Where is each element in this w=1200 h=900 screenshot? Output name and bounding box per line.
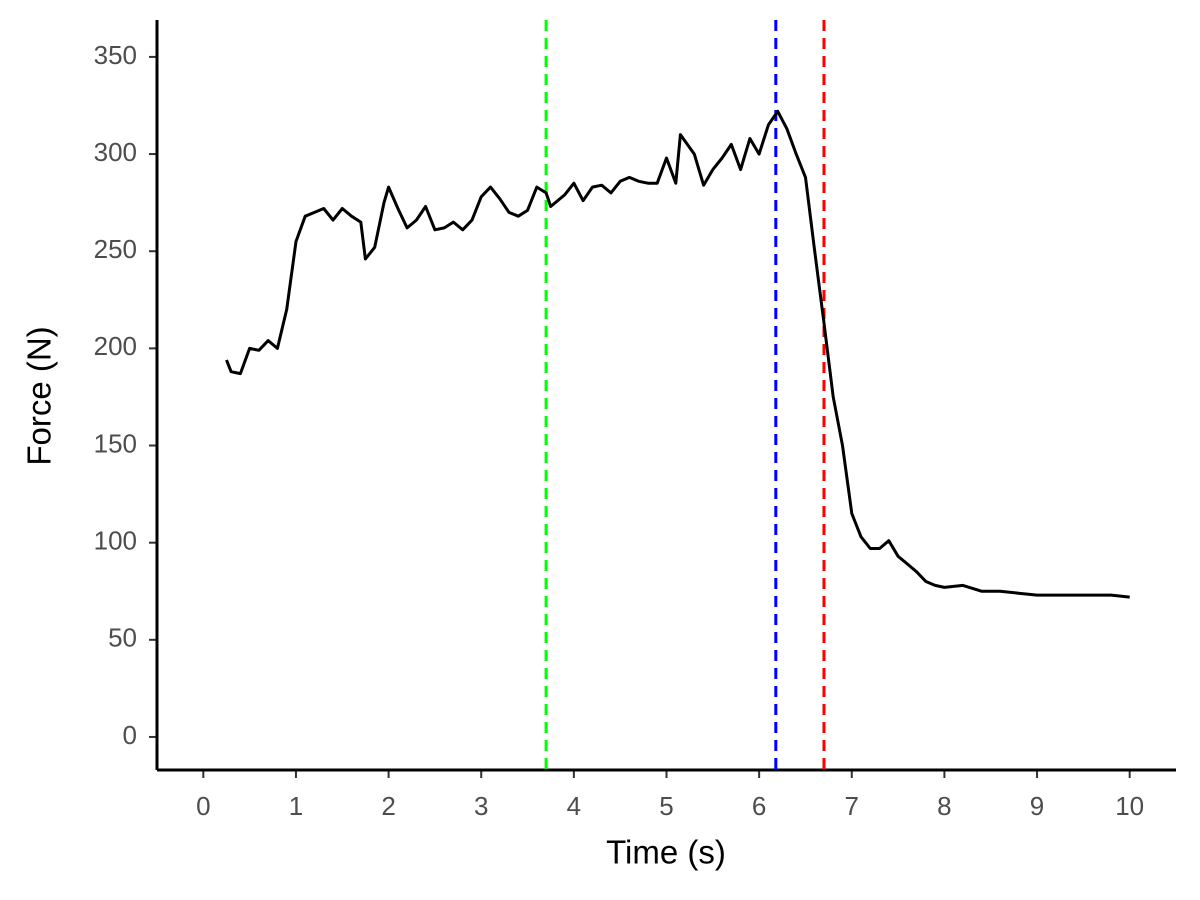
x-tick-label: 6	[752, 791, 766, 821]
x-tick-label: 2	[381, 791, 395, 821]
y-tick-label: 300	[94, 137, 137, 167]
y-tick-label: 200	[94, 331, 137, 361]
x-tick-label: 1	[289, 791, 303, 821]
y-tick-label: 150	[94, 428, 137, 458]
x-tick-label: 4	[567, 791, 581, 821]
y-tick-label: 250	[94, 234, 137, 264]
y-tick-label: 0	[123, 720, 137, 750]
x-tick-label: 5	[659, 791, 673, 821]
x-axis-title: Time (s)	[606, 834, 726, 871]
y-tick-label: 100	[94, 526, 137, 556]
y-tick-label: 350	[94, 40, 137, 70]
x-tick-label: 3	[474, 791, 488, 821]
y-axis-title: Force (N)	[21, 326, 58, 465]
x-tick-label: 0	[196, 791, 210, 821]
x-tick-label: 8	[937, 791, 951, 821]
force-line	[225, 109, 1130, 599]
x-tick-label: 9	[1030, 791, 1044, 821]
y-tick-label: 50	[108, 623, 137, 653]
x-tick-label: 7	[845, 791, 859, 821]
x-tick-label: 10	[1115, 791, 1144, 821]
